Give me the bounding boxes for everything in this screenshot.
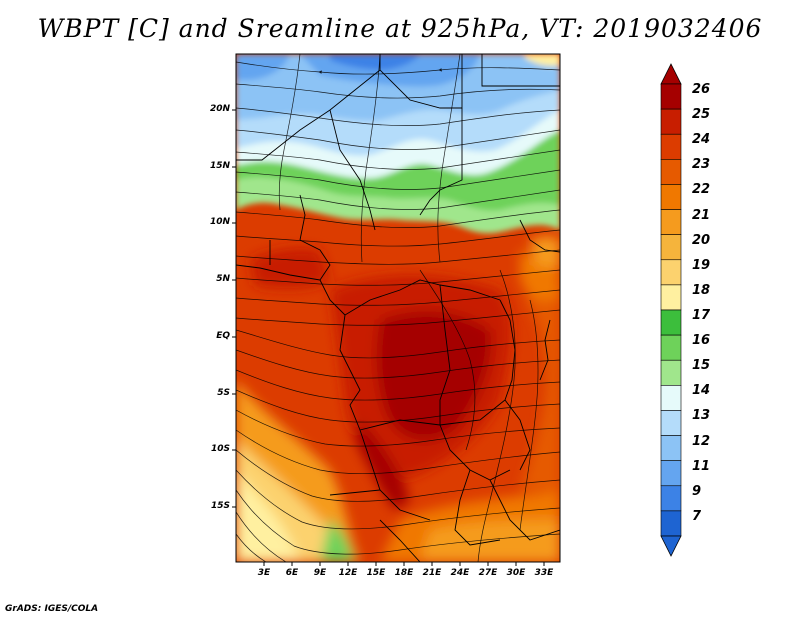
- lon-label: 21E: [422, 568, 442, 578]
- colorbar-swatch: [660, 435, 682, 461]
- lon-label: 18E: [394, 568, 414, 578]
- colorbar-label: 24: [692, 132, 711, 148]
- colorbar-swatch: [660, 209, 682, 235]
- map-title: WBPT [C] and Sreamline at 925hPa, VT: 20…: [37, 14, 763, 43]
- lon-label: 15E: [366, 568, 386, 578]
- lon-label: 3E: [257, 568, 271, 578]
- lat-label: EQ: [216, 331, 230, 341]
- colorbar-swatch: [660, 510, 682, 537]
- colorbar-label: 25: [692, 107, 711, 123]
- colorbar-label: 16: [692, 333, 711, 349]
- lon-label: 9E: [313, 568, 327, 578]
- colorbar-swatch: [660, 259, 682, 286]
- lat-label: 15N: [209, 161, 230, 171]
- colorbar-label: 23: [692, 157, 711, 173]
- colorbar-label: 11: [692, 458, 711, 474]
- colorbar-label: 18: [692, 282, 711, 298]
- colorbar-label: 21: [692, 207, 711, 223]
- colorbar-swatch: [660, 284, 682, 311]
- axis-ticks: [232, 109, 545, 566]
- colorbar-swatch: [660, 83, 682, 110]
- colorbar-label: 22: [692, 182, 711, 198]
- colorbar: [660, 63, 682, 557]
- colorbar-label: 17: [692, 308, 711, 323]
- map-frame: [235, 53, 561, 563]
- colorbar-label: 13: [692, 408, 711, 424]
- colorbar-label: 15: [692, 358, 711, 374]
- colorbar-label: 9: [692, 483, 702, 499]
- colorbar-label: 20: [692, 232, 711, 248]
- colorbar-swatch: [660, 485, 682, 512]
- lon-label: 33E: [534, 568, 554, 578]
- colorbar-label: 14: [692, 383, 711, 399]
- lat-label: 10N: [209, 217, 230, 227]
- temperature-field: [236, 54, 560, 562]
- colorbar-swatch: [660, 159, 682, 185]
- lat-label: 5N: [216, 274, 230, 284]
- colorbar-label: 19: [692, 257, 711, 273]
- lon-label: 30E: [506, 568, 526, 578]
- colorbar-top-arrow: [660, 63, 682, 85]
- lat-label: 5S: [217, 388, 230, 398]
- colorbar-swatch: [660, 359, 682, 386]
- lon-label: 24E: [450, 568, 470, 578]
- colorbar-label: 26: [692, 82, 711, 97]
- grads-credit: GrADS: IGES/COLA: [5, 604, 99, 614]
- colorbar-swatch: [660, 334, 682, 361]
- lon-label: 12E: [338, 568, 358, 578]
- lon-label: 27E: [478, 568, 498, 578]
- colorbar-swatch: [660, 385, 682, 411]
- streamlines: [236, 54, 560, 562]
- colorbar-label: 12: [692, 433, 711, 449]
- colorbar-swatch: [660, 309, 682, 336]
- colorbar-swatch: [660, 133, 682, 160]
- country-borders: [236, 54, 560, 562]
- lat-label: 15S: [210, 501, 230, 511]
- colorbar-label: 7: [692, 508, 702, 524]
- colorbar-swatch: [660, 184, 682, 210]
- lat-label: 20N: [209, 104, 230, 114]
- colorbar-swatch: [660, 460, 682, 487]
- lon-label: 6E: [285, 568, 299, 578]
- colorbar-swatch: [660, 234, 682, 261]
- lat-label: 10S: [210, 444, 230, 454]
- colorbar-swatch: [660, 410, 682, 436]
- colorbar-swatch: [660, 108, 682, 135]
- colorbar-bottom-arrow: [660, 535, 682, 557]
